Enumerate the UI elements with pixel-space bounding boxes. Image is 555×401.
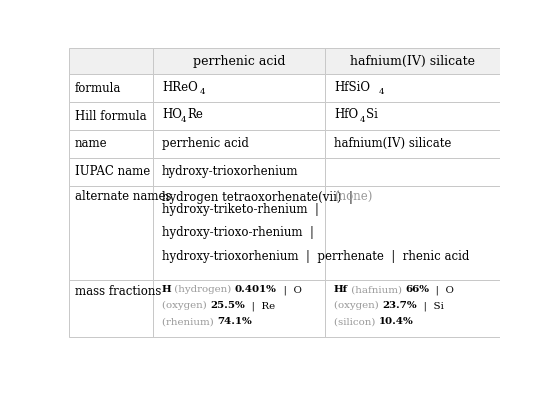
Text: (rhenium): (rhenium) [162,317,217,326]
Bar [69,279,153,337]
Text: HO: HO [162,108,181,122]
Text: hafnium(IV) silicate: hafnium(IV) silicate [334,137,451,150]
Text: perrhenic acid: perrhenic acid [193,55,285,68]
Bar [325,130,500,158]
Text: (oxygen): (oxygen) [162,301,210,310]
Bar [153,158,325,186]
Bar [153,279,325,337]
Bar [69,102,153,130]
Text: perrhenic acid: perrhenic acid [162,137,249,150]
Text: (hydrogen): (hydrogen) [171,285,235,294]
Text: Hf: Hf [334,285,348,294]
Text: hydrogen tetraoxorhenate(vii)  |: hydrogen tetraoxorhenate(vii) | [162,191,353,204]
Text: mass fractions: mass fractions [74,285,161,298]
Text: hydroxy-triketo-rhenium  |: hydroxy-triketo-rhenium | [162,203,319,216]
Text: (hafnium): (hafnium) [348,285,405,294]
Bar [69,130,153,158]
Text: IUPAC name: IUPAC name [74,165,150,178]
Text: 4: 4 [181,116,186,124]
Text: 0.401%: 0.401% [235,285,277,294]
Bar [153,48,325,74]
Text: alternate names: alternate names [74,190,171,203]
Text: Hill formula: Hill formula [74,109,146,123]
Bar [325,102,500,130]
Bar [153,130,325,158]
Bar [325,186,500,279]
Text: |  O: | O [277,285,302,295]
Text: 23.7%: 23.7% [382,301,416,310]
Text: HfO: HfO [334,108,358,122]
Bar [325,48,500,74]
Text: Re: Re [188,108,204,122]
Text: |  Si: | Si [416,301,443,311]
Text: 4: 4 [200,88,205,96]
Bar [69,186,153,279]
Bar [153,74,325,102]
Text: 74.1%: 74.1% [217,317,251,326]
Text: name: name [74,137,107,150]
Bar [153,186,325,279]
Text: 10.4%: 10.4% [379,317,413,326]
Bar [325,74,500,102]
Text: HfSiO: HfSiO [334,81,370,93]
Bar [153,102,325,130]
Text: (none): (none) [334,191,372,204]
Bar [69,158,153,186]
Bar [69,74,153,102]
Text: 4: 4 [378,88,384,96]
Text: hafnium(IV) silicate: hafnium(IV) silicate [350,55,475,68]
Bar [325,279,500,337]
Text: hydroxy-trioxorhenium  |  perrhenate  |  rhenic acid: hydroxy-trioxorhenium | perrhenate | rhe… [162,250,469,263]
Text: H: H [162,285,171,294]
Text: |  O: | O [429,285,454,295]
Text: 66%: 66% [405,285,429,294]
Text: HReO: HReO [162,81,198,93]
Text: hydroxy-trioxorhenium: hydroxy-trioxorhenium [162,165,299,178]
Bar [325,158,500,186]
Text: Si: Si [366,108,378,122]
Text: (silicon): (silicon) [334,317,379,326]
Text: (oxygen): (oxygen) [334,301,382,310]
Text: formula: formula [74,82,121,95]
Text: 4: 4 [359,116,365,124]
Text: |  Re: | Re [245,301,275,311]
Bar [69,48,153,74]
Text: hydroxy-trioxo-rhenium  |: hydroxy-trioxo-rhenium | [162,226,314,239]
Text: 25.5%: 25.5% [210,301,245,310]
